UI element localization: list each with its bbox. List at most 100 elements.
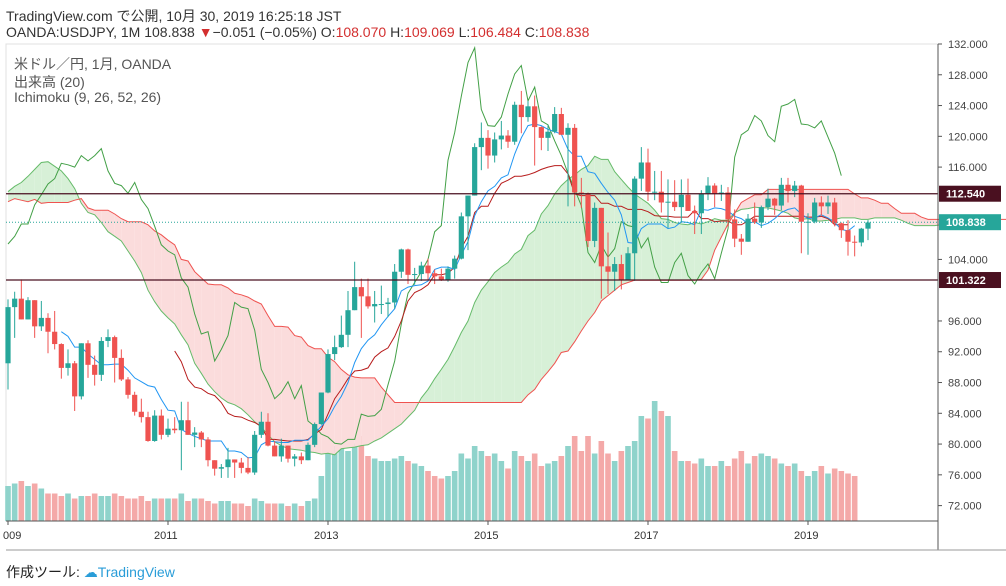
horizontal-line-label: 112.540 <box>946 189 985 201</box>
cloud-segment <box>528 230 535 395</box>
volume-bar <box>171 498 178 521</box>
horizontal-line-badge <box>939 272 1001 289</box>
candle-body <box>152 415 158 441</box>
volume-bar <box>291 503 298 521</box>
cloud-segment <box>868 197 875 220</box>
volume-bar <box>418 466 425 521</box>
cloud-segment <box>694 222 702 281</box>
volume-bar <box>338 448 345 521</box>
cloud-segment <box>261 304 268 435</box>
cloud-segment <box>161 234 168 318</box>
volume-bar <box>38 488 45 521</box>
candle-body <box>132 394 138 412</box>
cloud-segment <box>394 402 402 429</box>
cloud-segment <box>608 159 615 296</box>
volume-bar <box>431 476 438 521</box>
cloud-segment <box>668 219 675 281</box>
candle-body <box>252 434 258 473</box>
cloud-segment <box>368 377 375 445</box>
candle-body <box>825 202 831 207</box>
ichimoku-cloud <box>8 156 995 455</box>
cloud-segment <box>114 214 122 241</box>
ichimoku-lines <box>7 45 1006 459</box>
volume-bar <box>825 473 831 521</box>
price-tick-label: 128.000 <box>948 70 988 82</box>
cloud-segment <box>168 240 175 325</box>
span-b-line <box>7 188 1006 403</box>
volume-bar <box>531 453 538 521</box>
volume-bar <box>425 471 431 521</box>
volume-bar <box>65 493 71 521</box>
volume-bar <box>205 501 211 521</box>
volume-bar <box>451 471 458 521</box>
volume-bar <box>851 476 858 521</box>
tradingview-logo-icon[interactable]: ☁ <box>83 564 98 580</box>
volume-bar <box>491 453 498 521</box>
price-tick-label: 92.000 <box>948 347 982 359</box>
volume-bar <box>58 496 65 521</box>
change-value: −0.051 (−0.05%) <box>212 24 317 40</box>
cloud-segment <box>148 224 155 302</box>
price-axis: 72.000 76.000 80.000 84.000 88.000 92.000 96.0… <box>937 39 988 522</box>
cloud-segment <box>408 402 415 418</box>
volume-bar <box>191 498 198 521</box>
candle-body <box>365 296 371 307</box>
volume-bar <box>371 458 378 521</box>
candle-body <box>372 304 378 307</box>
candle-body <box>625 253 631 281</box>
cloud-segment <box>541 205 548 380</box>
candle-body <box>65 363 71 368</box>
volume-bar <box>591 453 598 521</box>
open-value: 108.070 <box>335 24 387 40</box>
candle-body <box>658 191 664 203</box>
volume-bar <box>385 461 391 521</box>
candle-body <box>172 428 178 431</box>
candle-body <box>485 137 491 156</box>
volume-bar <box>5 486 11 521</box>
volume-bar <box>758 453 765 521</box>
volume-bar <box>258 501 265 521</box>
volume-bar <box>551 461 558 521</box>
volume-bar <box>231 503 238 521</box>
legend-ichimoku[interactable]: Ichimoku (9, 26, 52, 26) <box>14 89 162 105</box>
cloud-segment <box>494 267 502 403</box>
volume-bar <box>765 456 771 521</box>
last-price-label: 108.838 <box>946 217 986 229</box>
candle-body <box>812 202 818 222</box>
candle-body <box>52 331 58 345</box>
volume-bar <box>265 503 271 521</box>
candle-body <box>78 343 84 397</box>
open-label: O: <box>320 24 336 40</box>
candle-body <box>498 135 504 140</box>
high-value: 109.069 <box>404 24 455 40</box>
price-tick-label: 132.000 <box>948 39 988 51</box>
candle-body <box>685 194 691 211</box>
volume-bar <box>698 458 705 521</box>
volume-bar <box>85 496 91 521</box>
candle-body <box>592 207 598 241</box>
candle-body <box>358 287 364 297</box>
cloud-segment <box>348 374 355 448</box>
volume-bar <box>71 498 78 521</box>
volume-bar <box>798 471 805 521</box>
tradingview-brand[interactable]: TradingView <box>97 564 175 580</box>
candle-body <box>505 135 511 142</box>
candle-body <box>125 379 131 395</box>
volume-bar <box>518 456 525 521</box>
candle-body <box>245 467 251 473</box>
legend-volume[interactable]: 出来高 (20) <box>14 74 85 90</box>
volume-bar <box>818 466 825 521</box>
candle-body <box>278 445 284 457</box>
candle-body <box>318 392 324 425</box>
candle-body <box>552 114 558 132</box>
volume-bar <box>578 451 585 521</box>
candle-body <box>578 192 584 194</box>
cloud-segment <box>188 260 195 364</box>
low-value: 106.484 <box>470 24 521 40</box>
legend-instrument[interactable]: 米ドル／円, 1月, OANDA <box>14 56 172 72</box>
candle-body <box>58 344 64 368</box>
volume-bar <box>458 453 465 521</box>
candle-body <box>758 207 764 223</box>
candle-body <box>205 439 211 461</box>
